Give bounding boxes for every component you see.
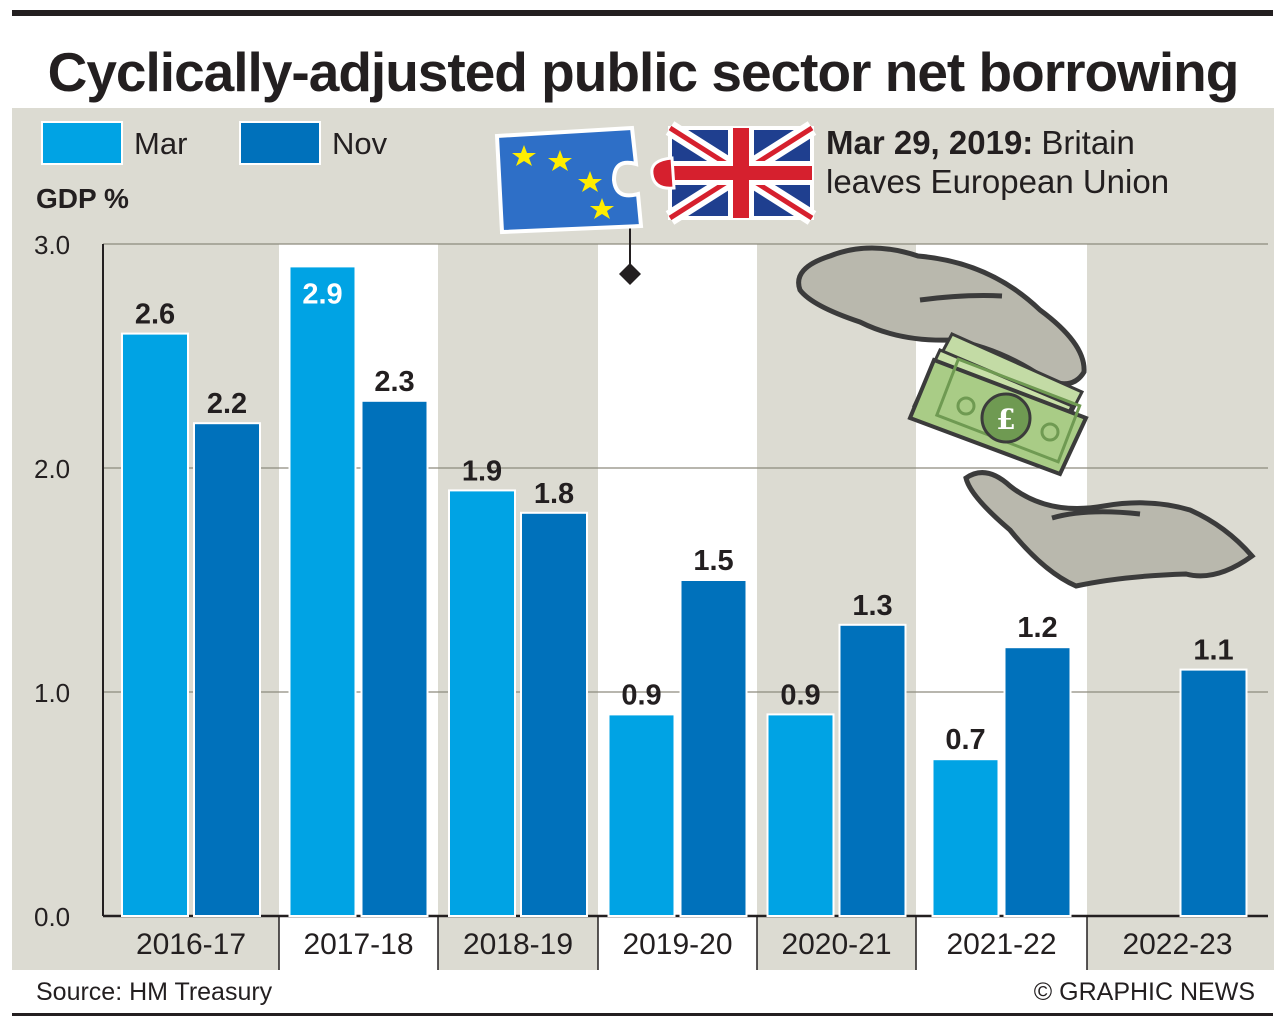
data-label: 1.5: [693, 545, 733, 577]
y-axis-label: GDP %: [36, 183, 129, 214]
data-label: 2.9: [302, 278, 342, 310]
data-label: 1.3: [852, 590, 892, 622]
legend-swatch-nov: [239, 121, 321, 165]
bar-nov: [1003, 646, 1072, 917]
bar-nov: [1179, 668, 1248, 917]
bar-nov: [360, 399, 429, 917]
annotation-date: Mar 29, 2019:: [826, 124, 1033, 161]
x-tick-label: 2016-17: [136, 928, 246, 961]
axes: 0.0 1.0 2.0 3.0: [34, 230, 1268, 970]
bar-nov: [193, 422, 261, 917]
data-label: 2.6: [135, 299, 175, 331]
bar-nov: [520, 511, 588, 917]
data-label: 1.1: [1193, 635, 1233, 667]
bar-nov: [679, 579, 748, 917]
x-tick-label: 2018-19: [463, 928, 573, 961]
union-jack-puzzle-icon: [650, 121, 817, 225]
y-tick-label: 2.0: [34, 454, 70, 484]
top-rule: [12, 10, 1273, 16]
x-tick-label: 2021-22: [946, 928, 1056, 961]
bar-mar: [766, 713, 835, 918]
bar-mar: [288, 265, 357, 917]
data-label: 0.7: [945, 724, 985, 756]
data-label: 0.9: [780, 679, 820, 711]
legend-label-nov: Nov: [332, 126, 388, 161]
bar-mar: [607, 713, 676, 918]
data-label: 1.8: [534, 478, 574, 510]
y-tick-label: 3.0: [34, 230, 70, 260]
x-tick-label: 2019-20: [622, 928, 732, 961]
legend-label-mar: Mar: [134, 126, 187, 161]
data-label: 0.9: [621, 679, 661, 711]
chart-title: Cyclically-adjusted public sector net bo…: [47, 41, 1240, 103]
annotation-line2: leaves European Union: [826, 163, 1169, 200]
data-label: 1.2: [1017, 612, 1057, 644]
hands-giving-money-icon: [796, 245, 1256, 589]
data-label: 1.9: [462, 455, 502, 487]
brexit-marker-diamond: [619, 263, 641, 285]
bar-mar: [121, 332, 189, 918]
svg-text:£: £: [996, 403, 1015, 436]
annotation-text: Mar 29, 2019: Britain: [826, 124, 1135, 161]
bars: 2.6 2.2 2.9 2.3 1.9 1.8 0.9 1.5 0.9 1.3 0.7 1.2 1.1: [121, 265, 1248, 918]
y-tick-label: 1.0: [34, 678, 70, 708]
x-tick-label: 2022-23: [1122, 928, 1232, 961]
eu-flag-puzzle-icon: [494, 125, 644, 235]
x-tick-label: 2017-18: [303, 928, 413, 961]
credit-note: © GRAPHIC NEWS: [1033, 978, 1255, 1006]
source-note: Source: HM Treasury: [36, 978, 273, 1006]
bottom-rule: [12, 1013, 1273, 1016]
bar-nov: [838, 623, 907, 917]
bar-mar: [448, 489, 516, 917]
pound-banknote-icon: £: [907, 332, 1089, 477]
bar-mar: [931, 758, 1000, 918]
data-label: 2.3: [374, 366, 414, 398]
y-tick-label: 0.0: [34, 902, 70, 932]
x-tick-label: 2020-21: [781, 928, 891, 961]
data-label: 2.2: [207, 388, 247, 420]
category-labels: 2016-17 2017-18 2018-19 2019-20 2020-21 2021-…: [136, 928, 1233, 961]
legend-swatch-mar: [41, 121, 123, 165]
annotation-line1: Britain: [1041, 124, 1135, 161]
